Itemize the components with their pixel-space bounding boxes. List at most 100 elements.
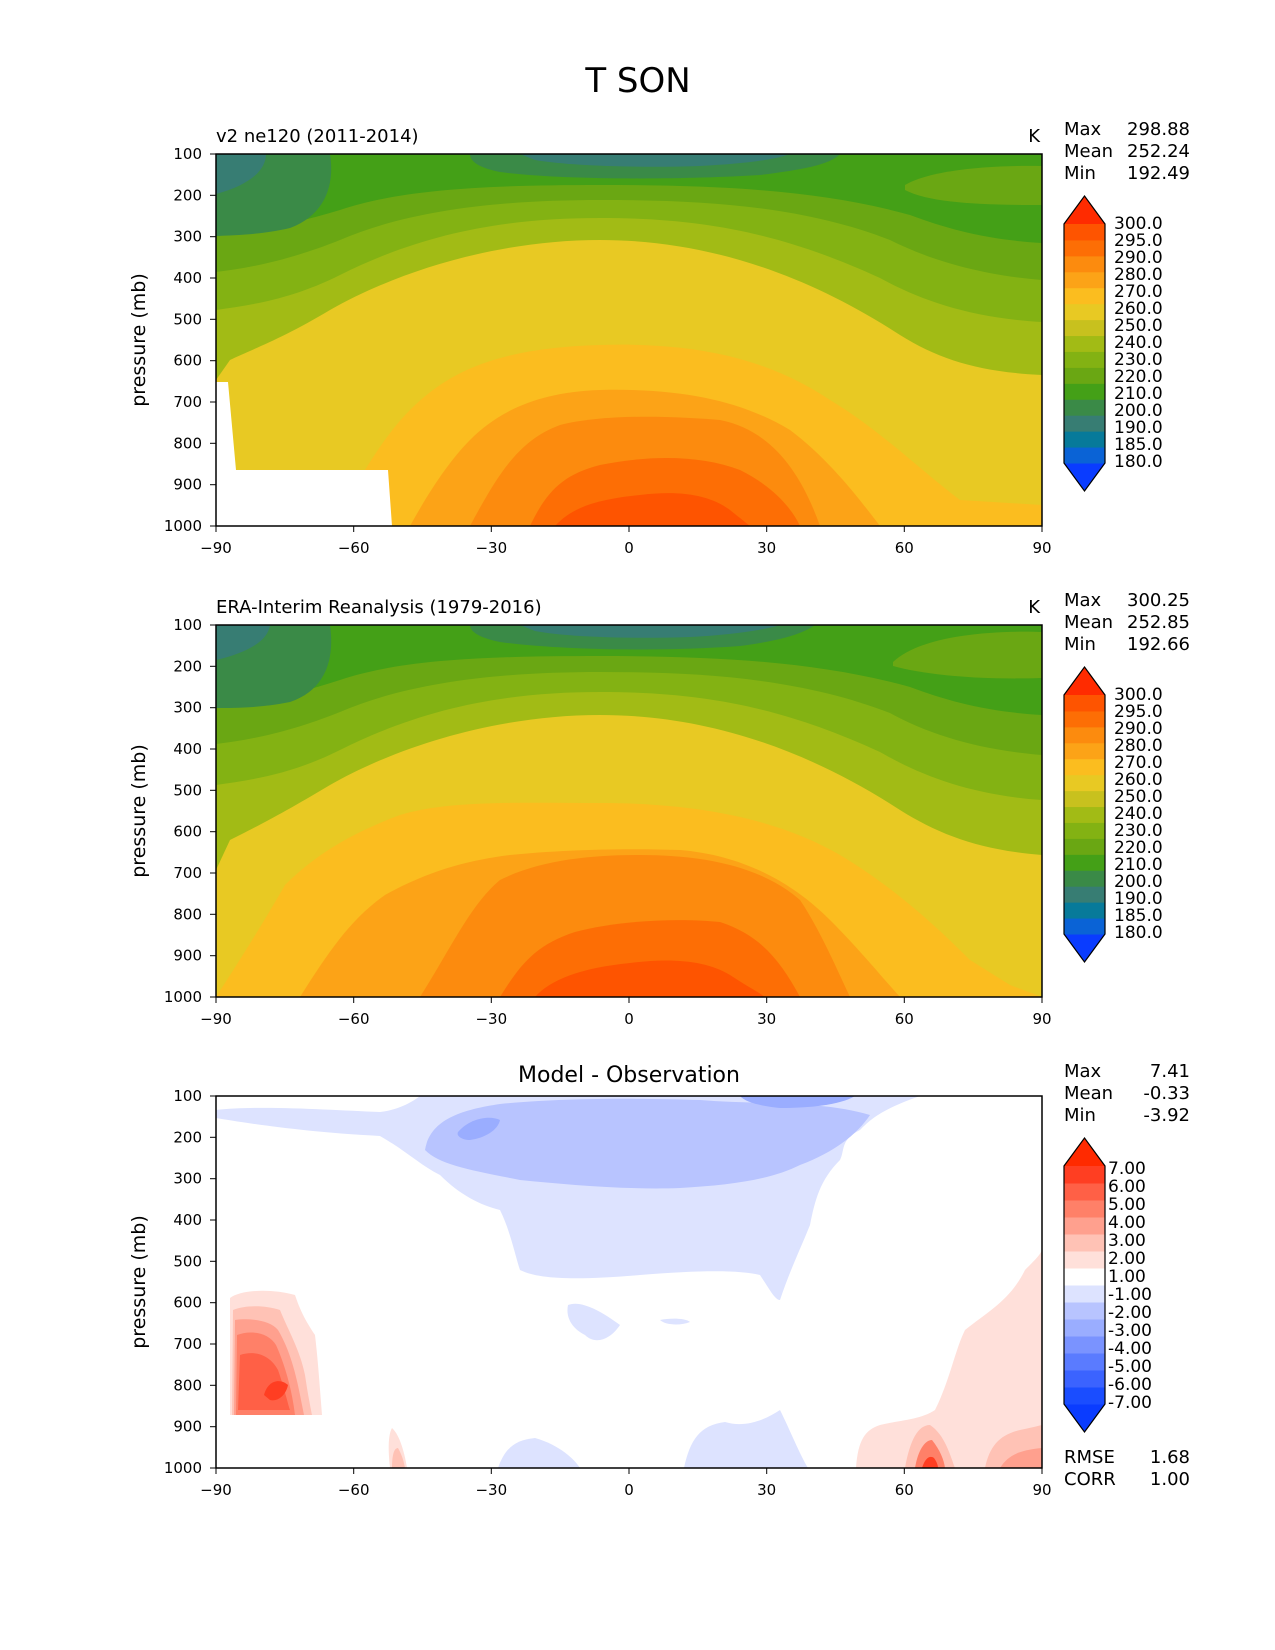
xtick-label: 30 [757,1481,776,1499]
colorbar-labels: 180.0 185.0 190.0 200.0 210.0 220.0 230.… [1114,685,1163,943]
colorbar-cell [1064,415,1105,432]
colorbar-cell [1064,695,1105,712]
x-axis: −90 −60 −30 0 30 60 90 [200,997,1052,1028]
ytick-label: 1000 [164,988,202,1006]
xtick-label: 90 [1032,539,1051,557]
colorbar-label: 295.0 [1114,231,1163,251]
colorbar-cell [1064,1166,1105,1184]
ytick-label: 1000 [164,517,202,535]
stat-min-label: Min [1064,634,1096,655]
colorbar-label: -1.00 [1108,1285,1152,1305]
band-neg1-lower1 [498,1438,580,1468]
panel-title: Model - Observation [518,1063,740,1088]
xtick-label: 90 [1032,1481,1051,1499]
panel-model: v2 ne120 (2011-2014) K Max 298.88 Mean 2… [128,119,1190,557]
colorbar-cells [1063,1136,1106,1434]
colorbar-label: -5.00 [1108,1357,1152,1377]
xtick-label: 60 [895,1481,914,1499]
contour-field [216,625,1042,997]
xtick-label: 60 [895,539,914,557]
colorbar-cell [1064,1268,1105,1286]
ytick-label: 500 [173,1252,202,1270]
error-stats: RMSE 1.68 CORR 1.00 [1064,1447,1190,1490]
xtick-label: −30 [475,1010,507,1028]
colorbar-cell [1064,271,1105,289]
band-neg1-mid [567,1303,620,1341]
ytick-label: 900 [173,476,202,494]
ytick-label: 600 [173,823,202,841]
stat-mean-label: Mean [1064,1083,1113,1104]
colorbar-label: -7.00 [1108,1393,1152,1413]
ytick-label: 800 [173,434,202,452]
colorbar-cell [1064,1285,1105,1303]
units-label: K [1028,597,1041,618]
colorbar-label: 250.0 [1114,787,1163,807]
contour-field [216,154,1042,526]
colorbar-label: 185.0 [1114,906,1163,926]
colorbar-label: 280.0 [1114,736,1163,756]
stat-min-value: -3.92 [1143,1105,1190,1126]
ytick-label: 400 [173,1211,202,1229]
stat-mean-label: Mean [1064,141,1113,162]
colorbar-cell [1064,1302,1105,1320]
colorbar-label: 185.0 [1114,435,1163,455]
colorbar-label: 3.00 [1108,1231,1146,1251]
xtick-label: 30 [757,1010,776,1028]
colorbar-label: 200.0 [1114,401,1163,421]
colorbar-cell [1064,1183,1105,1201]
colorbar-cell [1064,383,1105,400]
colorbar: -7.00 -6.00 -5.00 -4.00 -3.00 -2.00 -1.0… [1063,1136,1152,1434]
units-label: K [1028,126,1041,147]
ytick-label: 500 [173,310,202,328]
colorbar-outline [1063,1136,1106,1434]
colorbar-cell [1064,742,1105,760]
colorbar-label: 240.0 [1114,333,1163,353]
corr-label: CORR [1064,1469,1116,1490]
colorbar-label: -6.00 [1108,1375,1152,1395]
ytick-label: 900 [173,947,202,965]
band-neg3-top [740,1096,855,1108]
colorbar-cell [1064,902,1105,919]
xtick-label: 30 [757,539,776,557]
colorbar-cell [1064,367,1105,384]
colorbar-cells [1063,194,1106,493]
colorbar-label: 230.0 [1114,821,1163,841]
colorbar-labels: -7.00 -6.00 -5.00 -4.00 -3.00 -2.00 -1.0… [1108,1159,1152,1413]
colorbar-cell [1064,447,1105,464]
ytick-label: 300 [173,1170,202,1188]
x-axis: −90 −60 −30 0 30 60 90 [200,1468,1052,1499]
colorbar-cell [1064,431,1105,448]
xtick-label: 0 [624,539,634,557]
band-185-pole [216,625,270,660]
colorbar-label: 295.0 [1114,702,1163,722]
colorbar-cell [1064,1370,1105,1388]
band-neg1-dot [660,1318,690,1325]
colorbar-label: 260.0 [1114,299,1163,319]
colorbar-cell [1064,239,1105,257]
colorbar-cell [1064,838,1105,855]
colorbar-cell [1064,1234,1105,1252]
ytick-label: 700 [173,1335,202,1353]
xtick-label: −90 [200,1010,232,1028]
band-185-tropo [520,154,790,167]
colorbar-cell [1064,774,1105,792]
band-pos1-right [856,1250,1042,1468]
xtick-label: −60 [338,1010,370,1028]
ytick-label: 400 [173,269,202,287]
colorbar-label: 300.0 [1114,214,1163,234]
corr-value: 1.00 [1150,1469,1190,1490]
panel-title: v2 ne120 (2011-2014) [216,126,419,147]
band-200 [216,154,1042,243]
stat-min-value: 192.49 [1127,163,1190,184]
stat-max-value: 300.25 [1127,590,1190,611]
stat-mean-label: Mean [1064,612,1113,633]
ytick-label: 300 [173,699,202,717]
y-axis-label: pressure (mb) [128,1215,150,1349]
band-295 [535,960,765,997]
colorbar-cell [1064,726,1105,744]
y-axis: 100 200 300 400 500 600 700 800 900 1000 [164,145,216,535]
colorbar-label: 210.0 [1114,855,1163,875]
ytick-label: 1000 [164,1459,202,1477]
xtick-label: 0 [624,1481,634,1499]
colorbar-cell [1064,918,1105,935]
